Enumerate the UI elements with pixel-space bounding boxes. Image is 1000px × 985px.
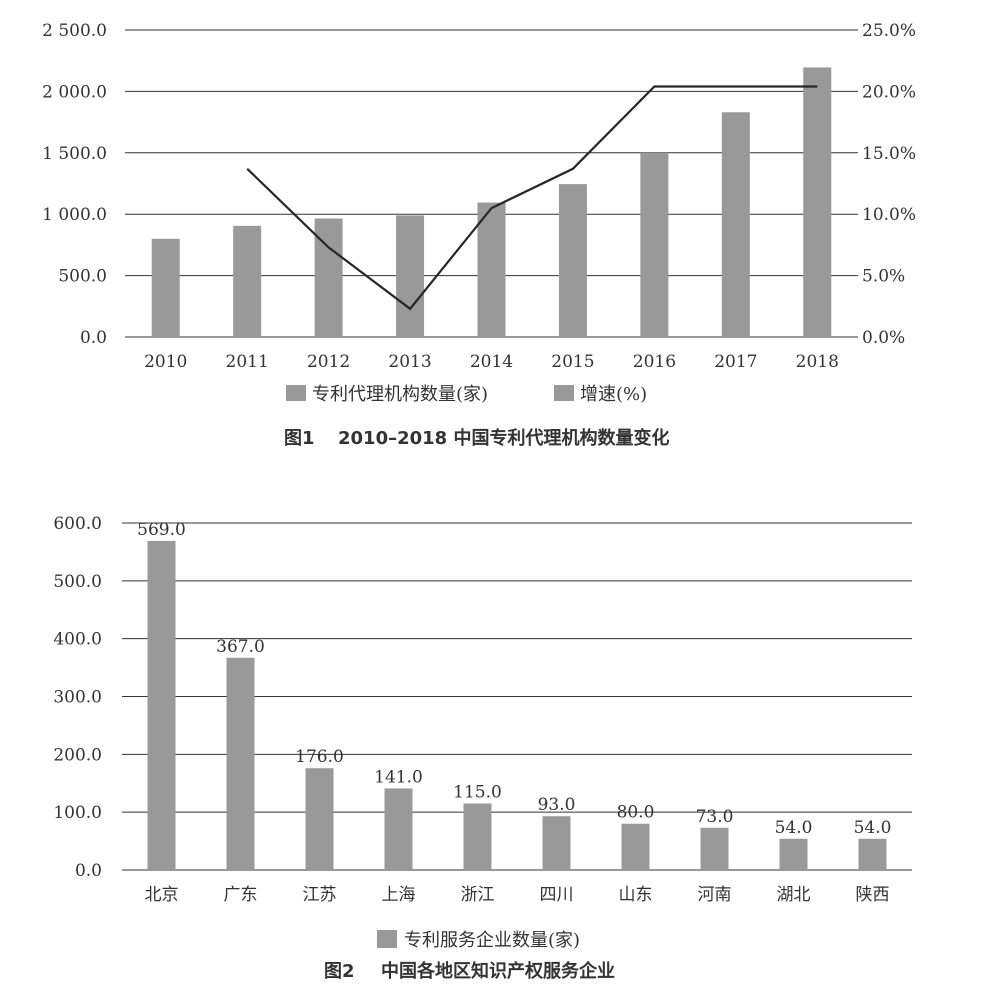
chart-1-bar-2011 [233,225,262,337]
chart-2-bar-浙江 [463,803,492,870]
chart-1-bar-2013 [396,215,425,337]
chart-2-x-tick-label: 四川 [540,885,574,905]
chart-1-bar-2010 [151,238,180,337]
chart-1-legend: 专利代理机构数量(家) 增速(%) [286,384,647,405]
chart-2-bars [147,540,887,870]
chart-1-right-tick-label: 0.0% [862,328,905,348]
chart-2-bar-湖北 [779,838,808,870]
chart-1-left-tick-label: 0.0 [80,328,107,348]
chart-1-growth-line [246,85,818,311]
chart-1-bar-2014 [477,202,506,337]
chart-2-data-label: 54.0 [775,818,813,838]
legend-swatch-service-companies [377,930,397,948]
chart-1-x-tick-label: 2016 [633,352,676,372]
chart-1-left-tick-label: 2 000.0 [42,82,107,102]
legend-swatch-growth-rate [554,385,574,401]
legend-label-service-companies: 专利服务企业数量(家) [404,930,580,951]
chart-2-data-label: 115.0 [453,782,502,802]
chart-2-x-tick-label: 江苏 [303,885,337,905]
chart-1-right-tick-label: 10.0% [862,205,916,225]
chart-2-data-label: 141.0 [374,767,423,787]
chart-1-x-tick-label: 2013 [388,352,431,372]
chart-2-bar-江苏 [305,768,334,870]
chart-1-caption-number: 图1 [284,428,315,449]
chart-2-x-tick-label: 陕西 [856,885,890,905]
chart-2-caption-number: 图2 [324,961,355,982]
chart-2-y-tick-label: 100.0 [53,803,102,823]
chart-2-y-tick-label: 300.0 [53,688,102,708]
chart-2-y-tick-label: 400.0 [53,630,102,650]
chart-2-data-label: 54.0 [854,818,892,838]
chart-2-data-label: 93.0 [538,795,576,815]
chart-2-bar-河南 [700,827,729,870]
chart-2-bar-陕西 [858,838,887,870]
chart-1-bar-2012 [314,218,343,337]
chart-1-right-tick-label: 20.0% [862,82,916,102]
chart-2: 569.0 367.0 176.0 141.0 115.0 93.0 80.0 73.0 54.… [53,514,912,982]
chart-1-right-axis-ticks: 0.0% 5.0% 10.0% 15.0% 20.0% 25.0% [862,21,916,348]
chart-2-x-tick-label: 上海 [382,885,416,905]
chart-1-caption-text: 2010–2018 中国专利代理机构数量变化 [338,427,669,449]
legend-swatch-agency-count [286,385,306,401]
chart-2-data-labels: 569.0 367.0 176.0 141.0 115.0 93.0 80.0 73.0 54.… [137,520,891,838]
chart-1-right-tick-label: 25.0% [862,21,916,41]
chart-2-data-label: 367.0 [216,637,265,657]
chart-2-y-axis-ticks: 0.0 100.0 200.0 300.0 400.0 500.0 600.0 [53,514,102,881]
chart-2-x-axis-ticks: 北京 广东 江苏 上海 浙江 四川 山东 河南 湖北 陕西 [145,885,890,905]
chart-2-bar-北京 [147,540,176,870]
chart-2-data-label: 176.0 [295,747,344,767]
chart-1-bar-2016 [640,152,669,337]
chart-1-x-tick-label: 2014 [470,352,513,372]
chart-2-bar-广东 [226,657,255,870]
chart-1-x-tick-label: 2010 [144,352,187,372]
chart-2-x-tick-label: 广东 [224,885,258,905]
chart-1-right-tick-label: 5.0% [862,267,905,287]
chart-2-caption: 图2 中国各地区知识产权服务企业 [324,960,615,982]
legend-label-agency-count: 专利代理机构数量(家) [312,384,488,405]
chart-2-x-tick-label: 山东 [619,885,653,905]
chart-2-y-tick-label: 200.0 [53,745,102,765]
chart-1-x-tick-label: 2011 [226,352,269,372]
chart-1-x-axis-ticks: 2010 2011 2012 2013 2014 2015 2016 2017 2018 [144,352,839,372]
chart-2-x-tick-label: 河南 [698,885,732,905]
chart-1: 0.0 500.0 1 000.0 1 500.0 2 000.0 2 500.0 0.0… [42,21,916,449]
chart-2-caption-text: 中国各地区知识产权服务企业 [381,960,615,982]
chart-1-caption: 图1 2010–2018 中国专利代理机构数量变化 [284,427,669,449]
chart-1-bars [151,67,832,337]
chart-1-left-tick-label: 1 500.0 [42,144,107,164]
chart-1-left-tick-label: 1 000.0 [42,205,107,225]
chart-1-growth-rate-line [246,85,818,311]
chart-1-bar-2015 [558,184,587,337]
chart-1-left-axis-ticks: 0.0 500.0 1 000.0 1 500.0 2 000.0 2 500.0 [42,21,107,348]
chart-2-x-tick-label: 北京 [145,885,179,905]
chart-1-left-tick-label: 2 500.0 [42,21,107,41]
legend-label-growth-rate: 增速(%) [580,384,647,405]
chart-1-x-tick-label: 2015 [551,352,594,372]
chart-2-y-tick-label: 500.0 [53,572,102,592]
chart-2-data-label: 73.0 [696,807,734,827]
chart-1-bar-2018 [803,67,832,337]
chart-2-bar-四川 [542,816,571,870]
chart-1-left-tick-label: 500.0 [58,267,107,287]
chart-2-data-label: 569.0 [137,520,186,540]
chart-1-bar-2017 [721,112,750,337]
chart-1-x-tick-label: 2018 [796,352,839,372]
chart-2-bar-上海 [384,788,413,870]
chart-2-x-tick-label: 浙江 [461,885,495,905]
chart-2-data-label: 80.0 [617,803,655,823]
chart-2-bar-山东 [621,823,650,870]
chart-1-x-tick-label: 2012 [307,352,350,372]
chart-2-x-tick-label: 湖北 [777,885,811,905]
chart-2-y-tick-label: 600.0 [53,514,102,534]
chart-1-x-tick-label: 2017 [714,352,757,372]
chart-2-legend: 专利服务企业数量(家) [377,930,580,951]
chart-1-right-tick-label: 15.0% [862,144,916,164]
chart-2-y-tick-label: 0.0 [75,861,102,881]
